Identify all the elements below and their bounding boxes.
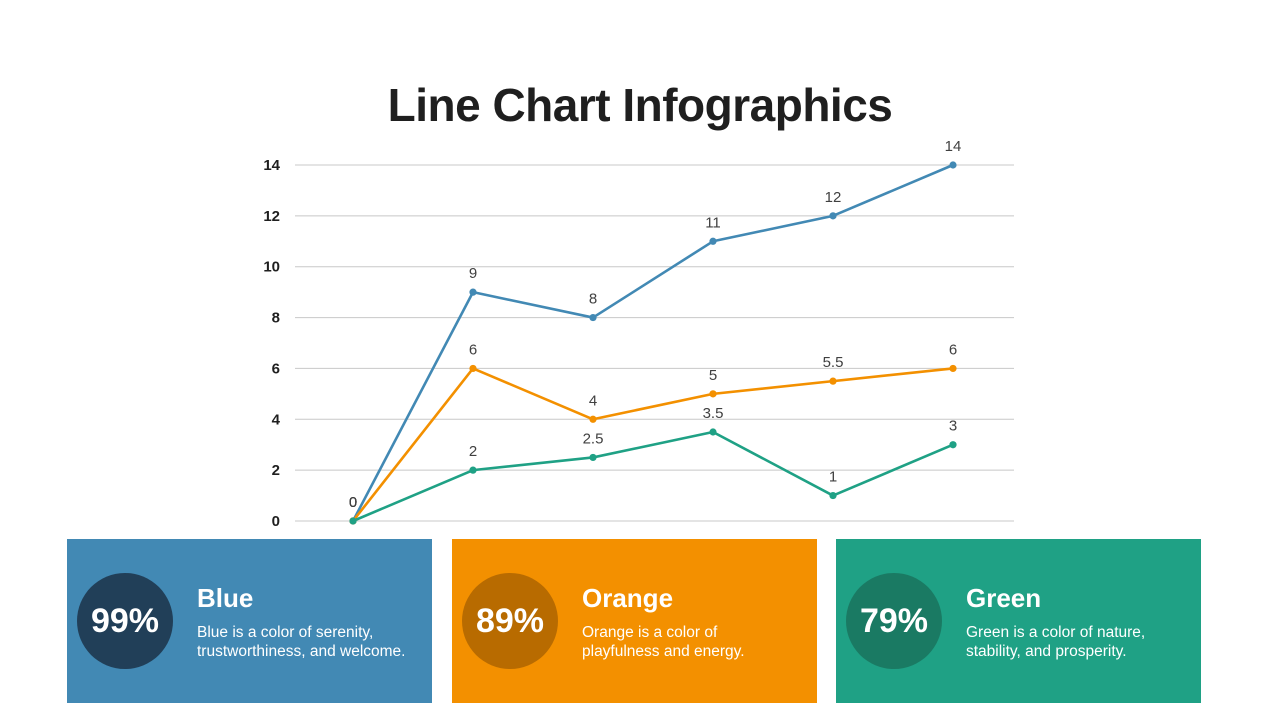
- data-point: [949, 365, 956, 372]
- data-label: 3.5: [703, 405, 724, 422]
- card-text-orange: Orange is a color of playfulness and ene…: [582, 623, 807, 661]
- percent-badge-blue: 99%: [77, 573, 173, 669]
- y-tick-label: 10: [263, 259, 280, 276]
- card-text-line: Green is a color of nature,: [966, 623, 1191, 642]
- percent-badge-orange: 89%: [462, 573, 558, 669]
- card-text-line: Orange is a color of: [582, 623, 807, 642]
- card-text-green: Green is a color of nature, stability, a…: [966, 623, 1191, 661]
- data-label: 6: [949, 341, 957, 358]
- y-tick-label: 0: [272, 513, 280, 530]
- series-line: [353, 165, 953, 521]
- data-point: [589, 314, 596, 321]
- card-text-blue: Blue is a color of serenity, trustworthi…: [197, 623, 422, 661]
- data-point: [709, 428, 716, 435]
- data-label: 6: [469, 341, 477, 358]
- y-tick-label: 2: [272, 462, 280, 479]
- data-point: [469, 365, 476, 372]
- data-label: 11: [705, 214, 721, 231]
- data-label: 14: [945, 138, 962, 155]
- data-point: [349, 517, 356, 524]
- data-label: 2: [469, 443, 477, 460]
- card-orange: 89% Orange Orange is a color of playfuln…: [452, 539, 817, 703]
- card-text-line: playfulness and energy.: [582, 642, 807, 661]
- data-label: 0: [349, 494, 357, 511]
- y-tick-label: 6: [272, 360, 280, 377]
- card-text-line: stability, and prosperity.: [966, 642, 1191, 661]
- data-label: 9: [469, 265, 477, 282]
- percent-badge-green: 79%: [846, 573, 942, 669]
- data-point: [829, 378, 836, 385]
- card-blue: 99% Blue Blue is a color of serenity, tr…: [67, 539, 432, 703]
- card-text-line: Blue is a color of serenity,: [197, 623, 422, 642]
- y-tick-label: 14: [263, 157, 280, 174]
- data-point: [829, 492, 836, 499]
- y-tick-label: 4: [272, 411, 281, 428]
- card-title-orange: Orange: [582, 583, 673, 614]
- data-point: [469, 467, 476, 474]
- data-label: 1: [829, 469, 837, 486]
- card-text-line: trustworthiness, and welcome.: [197, 642, 422, 661]
- data-label: 4: [589, 392, 597, 409]
- data-label: 5: [709, 367, 717, 384]
- data-label: 8: [589, 291, 597, 308]
- data-point: [709, 238, 716, 245]
- data-point: [829, 212, 836, 219]
- data-label: 12: [825, 189, 842, 206]
- data-label: 3: [949, 418, 957, 435]
- card-green: 79% Green Green is a color of nature, st…: [836, 539, 1201, 703]
- data-point: [949, 441, 956, 448]
- data-point: [589, 454, 596, 461]
- data-point: [709, 390, 716, 397]
- data-label: 5.5: [823, 354, 844, 371]
- y-tick-label: 12: [263, 208, 280, 225]
- data-point: [949, 161, 956, 168]
- data-label: 2.5: [583, 430, 604, 447]
- data-point: [589, 416, 596, 423]
- y-tick-label: 8: [272, 310, 280, 327]
- series-line: [353, 432, 953, 521]
- card-title-green: Green: [966, 583, 1041, 614]
- data-point: [469, 289, 476, 296]
- card-title-blue: Blue: [197, 583, 253, 614]
